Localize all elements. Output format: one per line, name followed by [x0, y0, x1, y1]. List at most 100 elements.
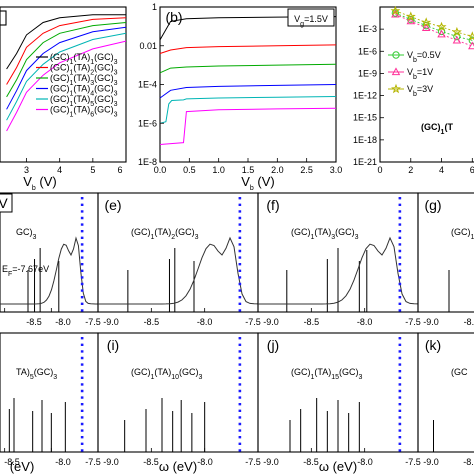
text-span: (GC): [50, 73, 70, 83]
panel-label: (g): [424, 197, 441, 213]
series-line-1: [395, 12, 473, 41]
subscript: 5: [30, 374, 34, 381]
panel-b: 0.0 0.5 1.0 1.5 2.0 2.5 3.0 1E-8 1E-6 1E-4 0.01 1 (b…: [138, 2, 342, 192]
panel-formula: (GC)1(TA: [451, 227, 474, 241]
text-span: (GC): [50, 84, 70, 94]
subscript: 1: [441, 129, 445, 136]
y-tick-label: 1E-9: [358, 68, 377, 78]
series-line-6: [6, 40, 127, 132]
x-tick-label: 3.0: [330, 165, 343, 175]
x-axis-label-partial: (eV): [10, 459, 35, 474]
subscript: 6: [90, 111, 94, 118]
x-tick-label: 0.5: [183, 165, 196, 175]
tick-label: -7.5 -9.0: [405, 457, 439, 467]
subscript: F: [8, 271, 12, 278]
y-tick-label: 1E-8: [138, 157, 157, 167]
top-row-panel-d: GC)3: [0, 192, 99, 313]
subscript: 3: [114, 69, 118, 76]
text-span: (GC): [291, 227, 311, 237]
tick-label: -7.5 -9.0: [245, 317, 279, 327]
subscript: 3: [53, 374, 57, 381]
legend-marker-1: [392, 51, 400, 59]
legend-entry-3: Vb=3V: [407, 84, 433, 98]
series-line-5: [159, 96, 337, 124]
subscript: b: [413, 74, 417, 81]
data-point: [468, 36, 474, 45]
text-span: V: [407, 84, 413, 94]
panel-formula: (GC)1(TA)15(GC)3: [291, 367, 363, 381]
data-point: [421, 23, 431, 31]
text-span: (GC): [94, 94, 114, 104]
subscript: 3: [195, 234, 199, 241]
subscript: 1: [311, 374, 315, 381]
text-span: (GC): [94, 84, 114, 94]
bottom-row-panel-j: (j)(GC)1(TA)15(GC)3: [257, 332, 419, 453]
subscript: 3: [114, 80, 118, 87]
text-span: (GC): [451, 227, 471, 237]
subscript: 3: [355, 234, 359, 241]
subscript: 10: [171, 374, 179, 381]
tick-label: -8.0: [357, 457, 373, 467]
text-span: (TA): [73, 94, 90, 104]
panel-label: (k): [425, 337, 441, 353]
panel-d-extras: V EF=-7.67eV: [0, 193, 49, 278]
subscript: g: [300, 21, 304, 28]
density-curve: [0, 236, 98, 305]
panel-formula: (GC)1(TA)2(GC)3: [131, 227, 199, 241]
text-span: (GC): [131, 227, 151, 237]
panel-frame: [97, 192, 259, 313]
text-span: (TA): [73, 84, 90, 94]
panel-label: (e): [104, 197, 121, 213]
series-line-2: [6, 17, 127, 85]
text-span: GC): [16, 227, 33, 237]
series-line-2: [395, 13, 473, 47]
data-point: [467, 31, 474, 41]
subscript: b: [413, 91, 417, 98]
text-span: (GC): [421, 122, 441, 132]
text-span: E: [2, 264, 8, 274]
panel-frame: [97, 332, 259, 453]
legend-entry-5: (GC)1(TA)5(GC)3: [50, 94, 118, 108]
x-tick-label: 0.0: [154, 165, 167, 175]
fermi-annotation: EF=-7.67eV: [2, 264, 49, 278]
series-line-1: [6, 14, 126, 70]
series-line-3: [6, 22, 127, 98]
x-tick-label: 4: [57, 165, 62, 175]
tick-label: -8.5: [303, 457, 319, 467]
subscript: 3: [331, 234, 335, 241]
tick-label: -7.5 -9.0: [405, 317, 439, 327]
subscript: 3: [359, 374, 363, 381]
text-span: (GC): [131, 367, 151, 377]
panel-formula: GC)3: [16, 227, 37, 241]
x-tick-label: 2.5: [300, 165, 313, 175]
panel-formula: (GC)1(TA)3(GC)3: [291, 227, 359, 241]
x-tick-label: 3: [24, 165, 29, 175]
subscript: 3: [114, 101, 118, 108]
subscript: 3: [90, 80, 94, 87]
text-span: V: [23, 174, 32, 189]
legend-marker-3: [391, 83, 401, 94]
y-tick-label: 1E-15: [353, 113, 377, 123]
legend-entry-6: (GC)1(TA)6(GC)3: [50, 105, 118, 119]
x-axis-label: Vb (V): [23, 174, 57, 192]
subscript: 2: [171, 234, 175, 241]
top-row-tick-labels: -8.5 -8.0 -7.5 -9.0 -8.5 -8.0 -7.5 -9.0 -8.5 -8…: [26, 317, 474, 327]
series-line-6: [159, 107, 337, 145]
subscript: 5: [90, 101, 94, 108]
text-span: V: [407, 67, 413, 77]
text-span: (GC): [94, 63, 114, 73]
panel-label: (f): [266, 197, 279, 213]
panel-d-label-box: [0, 193, 13, 213]
top-row-panel-g: (g) (GC)1(TA: [417, 192, 474, 313]
text-span: (TA): [73, 73, 90, 83]
legend-marker-2: [391, 67, 401, 76]
y-tick-label: 1E-12: [353, 91, 377, 101]
tick-label: -7.5 -9.0: [85, 457, 119, 467]
subscript: 1: [311, 234, 315, 241]
subscript: 1: [70, 101, 74, 108]
legend-entry-2: Vb=1V: [407, 67, 433, 81]
data-point: [452, 35, 462, 44]
annotation: Vg=1.5V: [294, 14, 328, 28]
